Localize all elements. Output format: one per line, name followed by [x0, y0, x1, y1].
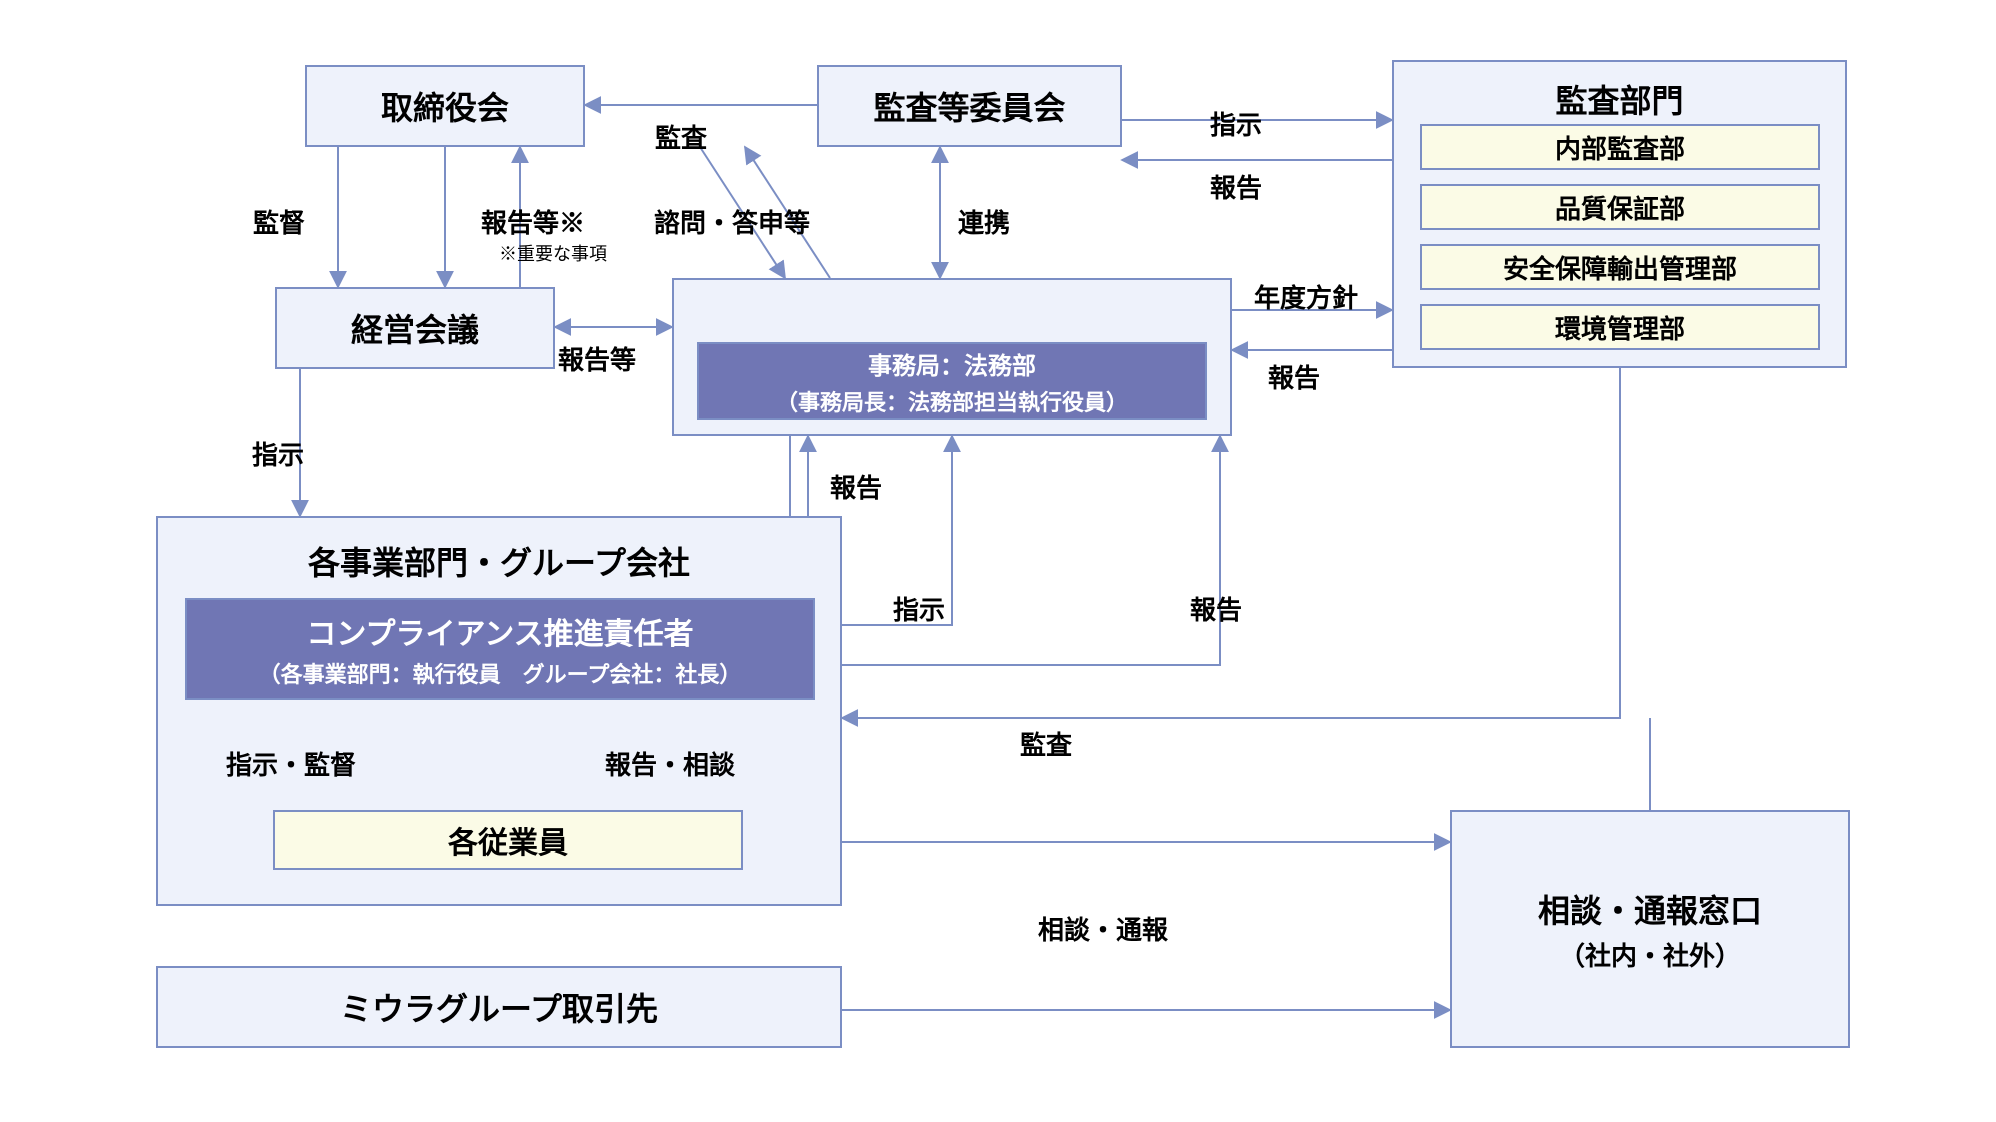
edge-label-11: 報告	[1268, 358, 1320, 395]
node-board: 取締役会	[305, 65, 585, 147]
node-title: ミウラグループ取引先	[158, 984, 840, 1030]
node-mgmt: 経営会議	[275, 287, 555, 369]
node-title: 取締役会	[307, 83, 583, 129]
node-title: 安全保障輸出管理部	[1422, 249, 1818, 286]
edge-label-4: 諮問・答申等	[654, 203, 810, 240]
edge-label-22: 相談・通報	[1038, 910, 1168, 947]
edge-label-18: 監査	[1020, 725, 1072, 762]
node-audit_comm: 監査等委員会	[817, 65, 1122, 147]
node-title: 環境管理部	[1422, 309, 1818, 346]
node-subtitle: （社内・社外）	[1452, 936, 1848, 973]
node-title: 各従業員	[275, 818, 741, 862]
node-title: 事務局：法務部	[699, 346, 1205, 381]
node-audit_sub2: 品質保証部	[1420, 184, 1820, 230]
edge-label-8: 指示	[1210, 105, 1262, 142]
edge-label-0: 監査	[655, 118, 707, 155]
node-subtitle: （各事業部門：執行役員 グループ会社：社長）	[187, 657, 813, 689]
edge-label-20: 報告・相談	[605, 745, 735, 782]
node-compl_sec: 事務局：法務部 （事務局長：法務部担当執行役員）	[697, 342, 1207, 420]
node-title: 品質保証部	[1422, 189, 1818, 226]
edge-label-19: 指示・監督	[226, 745, 356, 782]
node-title: 各事業部門・グループ会社	[158, 518, 840, 584]
edge-label-9: 報告	[1210, 168, 1262, 205]
node-compl_mgr: コンプライアンス推進責任者 （各事業部門：執行役員 グループ会社：社長）	[185, 598, 815, 700]
node-audit_sub3: 安全保障輸出管理部	[1420, 244, 1820, 290]
edge-label-15: 指示	[893, 590, 945, 627]
node-title: コンプライアンス推進責任者	[187, 609, 813, 653]
node-audit_sub4: 環境管理部	[1420, 304, 1820, 350]
edge-label-6: 連携	[958, 203, 1010, 240]
node-title: 監査部門	[1394, 62, 1845, 122]
node-employees: 各従業員	[273, 810, 743, 870]
edge-label-16: 報告	[1190, 590, 1242, 627]
node-subtitle: （事務局長：法務部担当執行役員）	[699, 385, 1205, 417]
edge-label-12: 指示	[252, 435, 304, 472]
edge-label-3: 報告等※	[481, 203, 585, 240]
node-title: 経営会議	[277, 305, 553, 351]
node-partners: ミウラグループ取引先	[156, 966, 842, 1048]
node-contact: 相談・通報窓口 （社内・社外）	[1450, 810, 1850, 1048]
note-0: ※重要な事項	[499, 240, 607, 266]
diagram-canvas: 取締役会監査等委員会経営会議コンプライアンス委員会事務局：法務部（事務局長：法務…	[0, 0, 1996, 1122]
node-audit_sub1: 内部監査部	[1420, 124, 1820, 170]
edge-16	[842, 436, 1220, 665]
node-title: 監査等委員会	[819, 83, 1120, 129]
edge-label-10: 年度方針	[1254, 278, 1358, 315]
edge-label-14: 報告	[830, 468, 882, 505]
edge-label-2: 監督	[253, 203, 305, 240]
node-title: 内部監査部	[1422, 129, 1818, 166]
edge-label-7: 報告等	[558, 340, 636, 377]
node-title: 相談・通報窓口	[1452, 886, 1848, 932]
